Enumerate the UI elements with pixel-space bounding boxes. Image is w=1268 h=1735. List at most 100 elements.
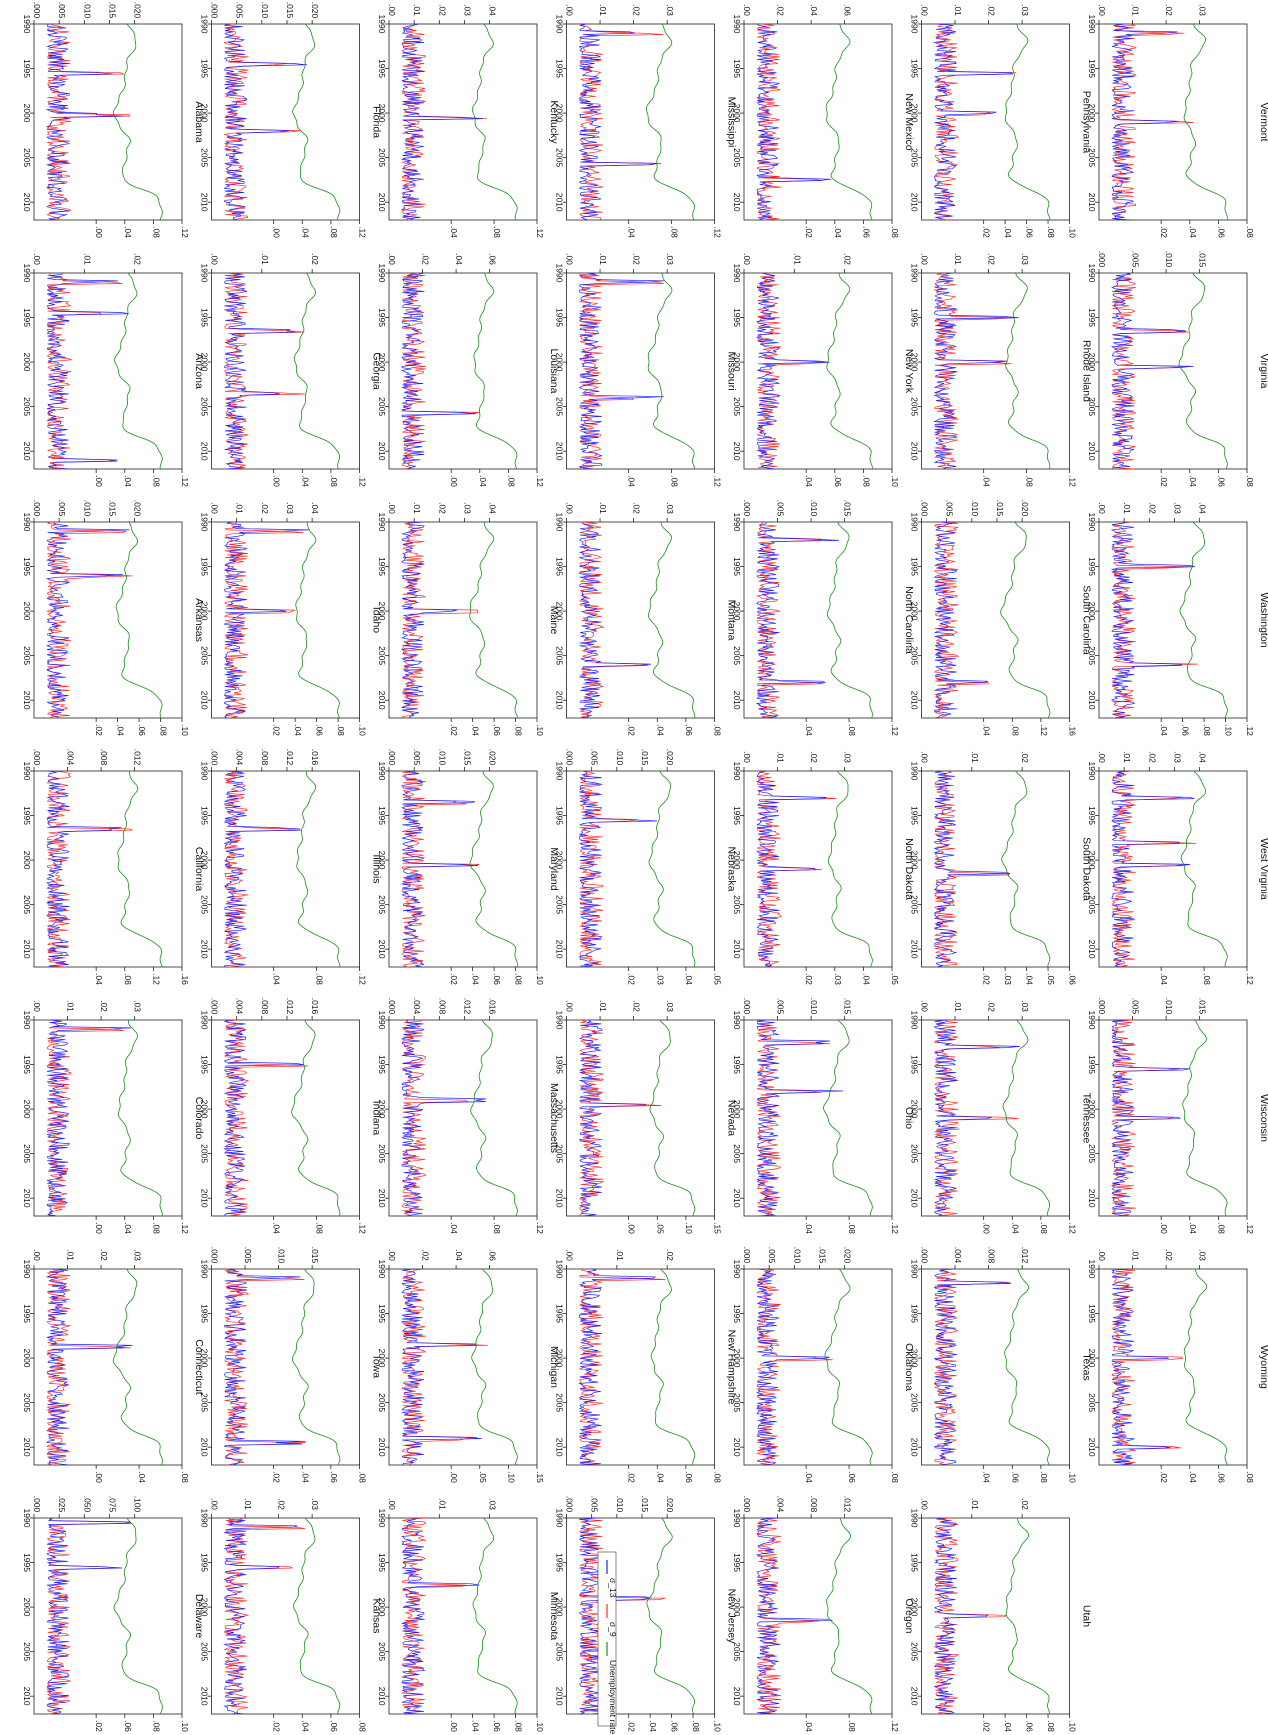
sigma-9-line — [401, 770, 480, 968]
x-tick-label: 1995 — [377, 308, 387, 327]
right-axis-label: .04 — [272, 973, 282, 985]
right-axis-label: .06 — [329, 1720, 339, 1732]
left-axis-label: .016 — [310, 998, 320, 1015]
x-tick-label: 2010 — [910, 1189, 920, 1208]
left-axis-label: .015 — [1198, 998, 1208, 1015]
left-axis-label: .008 — [809, 1496, 819, 1513]
x-tick-label: 2000 — [22, 851, 32, 870]
x-tick-label: 1995 — [377, 59, 387, 78]
sigma-9-line — [401, 272, 480, 470]
sigma-13-line — [1111, 23, 1179, 221]
left-axis-label: .015 — [843, 500, 853, 517]
panel-title: Nebraska — [726, 847, 738, 892]
x-tick-label: 2010 — [377, 1189, 387, 1208]
right-axis-label: .08 — [151, 475, 161, 487]
right-axis-label: .08 — [123, 973, 133, 985]
panel-frame — [1098, 521, 1248, 719]
right-axis-label: .04 — [1159, 724, 1169, 736]
x-tick-label: 1990 — [1087, 513, 1097, 532]
x-tick-label: 2010 — [22, 1189, 32, 1208]
left-axis-label: .008 — [260, 749, 270, 766]
right-axis-label: .02 — [982, 226, 992, 238]
left-axis-label: .000 — [1097, 251, 1107, 268]
left-axis-label: .010 — [792, 1247, 802, 1264]
unemployment-line — [650, 1268, 696, 1466]
right-axis-label: .06 — [137, 724, 147, 736]
right-axis-label: .06 — [1025, 226, 1035, 238]
right-axis-label: .06 — [1181, 724, 1191, 736]
x-tick-label: 1995 — [377, 1553, 387, 1572]
right-axis-label: .05 — [713, 973, 723, 985]
right-axis-label: .05 — [655, 1222, 665, 1234]
x-tick-label: 2010 — [377, 1687, 387, 1706]
panel-title: Pennsylvania — [1081, 91, 1093, 154]
right-axis-label: .00 — [449, 1471, 459, 1483]
left-axis-label: .005 — [412, 749, 422, 766]
panel-frame — [566, 1268, 715, 1466]
left-axis-label: .100 — [133, 1496, 143, 1513]
panel-frame — [33, 1019, 183, 1217]
x-tick-label: 2010 — [732, 940, 742, 959]
state-panel: Idaho 1990 1995 2000 2005 2010 .00 .01 .02 .03 .04… — [200, 502, 383, 736]
x-tick-label: 2005 — [200, 1393, 210, 1412]
x-tick-label: 1990 — [200, 762, 210, 781]
x-tick-label: 1990 — [22, 15, 32, 34]
sigma-13-line — [401, 1268, 483, 1466]
panel-title: Iowa — [371, 1356, 383, 1378]
x-tick-label: 2005 — [200, 397, 210, 416]
left-axis-label: .005 — [1131, 251, 1141, 268]
x-tick-label: 2005 — [1087, 1144, 1097, 1163]
right-axis-label: .04 — [804, 1720, 814, 1732]
x-tick-label: 2005 — [22, 148, 32, 167]
unemployment-line — [825, 23, 873, 221]
panel-frame — [33, 521, 183, 719]
right-axis-label: .02 — [804, 226, 814, 238]
x-tick-label: 2010 — [22, 691, 32, 710]
x-tick-label: 2010 — [555, 691, 565, 710]
x-tick-label: 2010 — [377, 1438, 387, 1457]
state-panel: New Jersey 1990 1995 2000 2005 2010 .000 .005 .0… — [555, 1496, 738, 1732]
left-axis-label: .00 — [387, 253, 397, 265]
x-tick-label: 1995 — [200, 59, 210, 78]
left-axis-label: .03 — [133, 1249, 143, 1261]
right-axis-label: .04 — [627, 475, 637, 487]
left-axis-label: .008 — [437, 998, 447, 1015]
left-axis-label: .012 — [843, 1496, 853, 1513]
x-tick-label: 2010 — [1087, 193, 1097, 212]
x-tick-label: 2000 — [22, 602, 32, 621]
right-axis-label: .08 — [180, 1471, 190, 1483]
sigma-9-line — [756, 1268, 833, 1466]
left-axis-label: .01 — [598, 253, 608, 265]
left-axis-label: .005 — [590, 1496, 600, 1513]
left-axis-label: .000 — [32, 1496, 42, 1513]
right-axis-label: .00 — [1159, 1222, 1169, 1234]
right-axis-label: .08 — [713, 724, 723, 736]
panel-title: Missouri — [726, 351, 738, 390]
state-panel: Louisiana 1990 1995 2000 2005 2010 .00 .02 .04 .0… — [377, 253, 560, 487]
left-axis-label: .03 — [665, 502, 675, 514]
state-panel: Utah 1990 1995 2000 2005 2010 .00 .01 .02 .02 .04.… — [910, 1498, 1093, 1732]
right-axis-label: .08 — [159, 724, 169, 736]
x-tick-label: 1995 — [200, 806, 210, 825]
left-axis-label: .00 — [387, 502, 397, 514]
x-tick-label: 1990 — [22, 1509, 32, 1528]
left-axis-label: .00 — [32, 253, 42, 265]
left-axis-label: .02 — [632, 1000, 642, 1012]
sigma-13-line — [400, 272, 477, 470]
state-panel: Georgia 1990 1995 2000 2005 2010 .00 .01 .02 .00.… — [200, 253, 383, 487]
left-axis-label: .012 — [285, 749, 295, 766]
panel-frame — [921, 521, 1070, 719]
x-tick-label: 1995 — [1087, 806, 1097, 825]
left-axis-label: .000 — [32, 500, 42, 517]
left-axis-label: .03 — [285, 502, 295, 514]
right-axis-label: .08 — [315, 973, 325, 985]
left-axis-label: .008 — [99, 749, 109, 766]
panel-title: North Carolina — [903, 586, 915, 654]
panel-frame — [388, 770, 538, 968]
left-axis-label: .02 — [277, 1498, 287, 1510]
x-tick-label: 2010 — [1087, 940, 1097, 959]
unemployment-line — [647, 272, 696, 470]
unemployment-line — [826, 1517, 873, 1715]
left-axis-label: .01 — [243, 1498, 253, 1510]
left-axis-label: .000 — [565, 749, 575, 766]
